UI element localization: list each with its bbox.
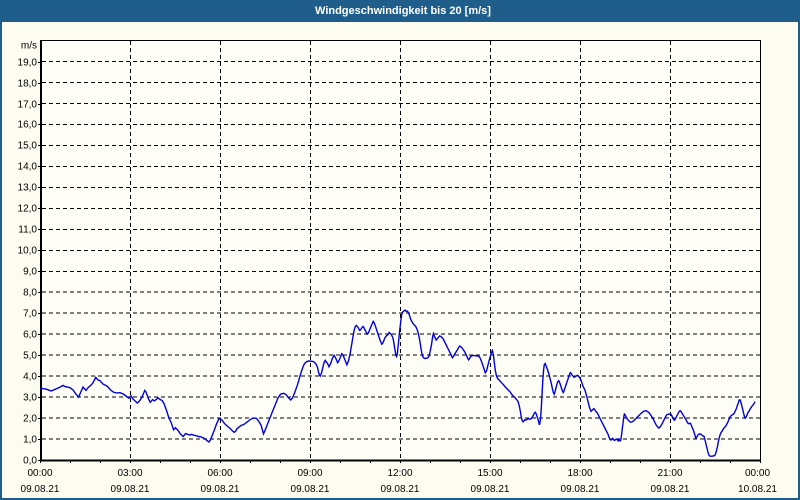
svg-text:3,0: 3,0 xyxy=(23,393,37,404)
svg-text:09.08.21: 09.08.21 xyxy=(381,484,420,495)
svg-text:09:00: 09:00 xyxy=(297,468,322,479)
svg-text:00:00: 00:00 xyxy=(27,468,52,479)
svg-text:5,0: 5,0 xyxy=(23,351,37,362)
svg-text:15,0: 15,0 xyxy=(18,141,38,152)
svg-text:8,0: 8,0 xyxy=(23,288,37,299)
svg-text:12,0: 12,0 xyxy=(18,204,38,215)
svg-text:18,0: 18,0 xyxy=(18,79,38,90)
svg-text:Windgeschwindigkeit bis 20 [m/: Windgeschwindigkeit bis 20 [m/s] xyxy=(315,5,491,17)
svg-text:09.08.21: 09.08.21 xyxy=(561,484,600,495)
svg-text:15:00: 15:00 xyxy=(477,468,502,479)
svg-text:03:00: 03:00 xyxy=(117,468,142,479)
svg-text:09.08.21: 09.08.21 xyxy=(291,484,330,495)
svg-text:9,0: 9,0 xyxy=(23,267,37,278)
svg-text:4,0: 4,0 xyxy=(23,372,37,383)
svg-text:09.08.21: 09.08.21 xyxy=(21,484,60,495)
svg-text:16,0: 16,0 xyxy=(18,120,38,131)
svg-text:11,0: 11,0 xyxy=(18,225,37,236)
svg-text:21:00: 21:00 xyxy=(657,468,682,479)
svg-text:m/s: m/s xyxy=(21,41,37,52)
svg-text:06:00: 06:00 xyxy=(207,468,232,479)
svg-text:18:00: 18:00 xyxy=(567,468,592,479)
svg-text:10.08.21: 10.08.21 xyxy=(738,484,777,495)
svg-text:0,0: 0,0 xyxy=(23,456,37,467)
svg-text:09.08.21: 09.08.21 xyxy=(471,484,510,495)
svg-text:1,0: 1,0 xyxy=(23,435,37,446)
svg-text:10,0: 10,0 xyxy=(18,246,38,257)
svg-text:19,0: 19,0 xyxy=(18,58,38,69)
svg-text:09.08.21: 09.08.21 xyxy=(201,484,240,495)
svg-text:12:00: 12:00 xyxy=(387,468,412,479)
svg-text:7,0: 7,0 xyxy=(23,309,37,320)
svg-text:2,0: 2,0 xyxy=(23,414,37,425)
svg-text:14,0: 14,0 xyxy=(18,162,38,173)
svg-text:6,0: 6,0 xyxy=(23,330,37,341)
svg-text:09.08.21: 09.08.21 xyxy=(111,484,150,495)
svg-text:09.08.21: 09.08.21 xyxy=(651,484,690,495)
svg-text:17,0: 17,0 xyxy=(18,100,38,111)
svg-text:00:00: 00:00 xyxy=(745,468,770,479)
svg-text:13,0: 13,0 xyxy=(18,183,38,194)
